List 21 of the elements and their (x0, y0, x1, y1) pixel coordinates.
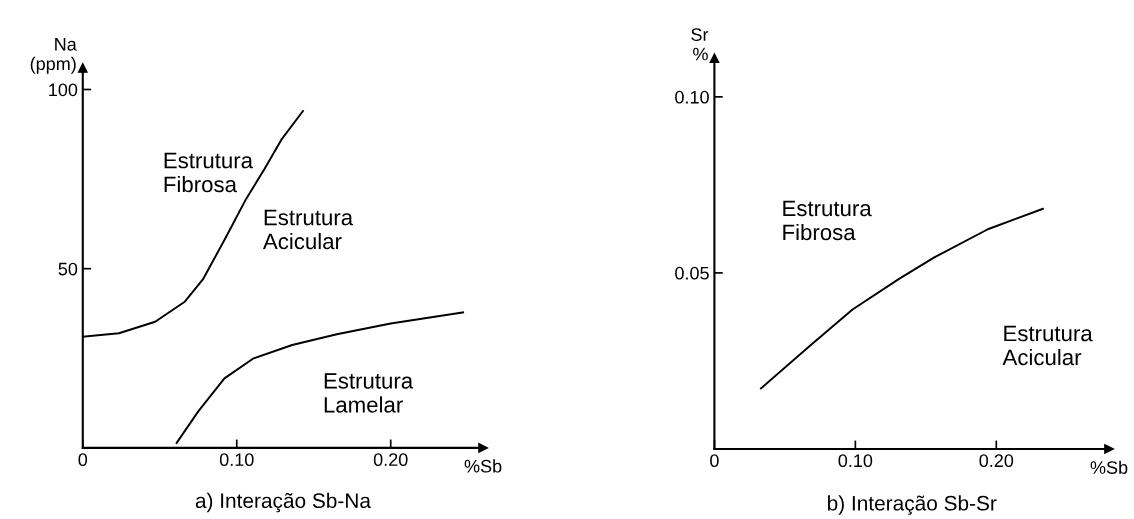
y-axis-title: Na (ppm) (30, 38, 77, 74)
text: a) Interação Sb-Na (195, 492, 371, 513)
y-tick-label: 50 (58, 262, 78, 276)
y-tick-label: 100 (49, 83, 78, 97)
annotation: Estrutura Lamelar (324, 373, 414, 413)
x-tick-label: 0.20 (979, 454, 1014, 468)
x-tick-label: 0.10 (219, 453, 254, 467)
x-tick-label: 0 (710, 454, 719, 468)
text: b) Interação Sb-Sr (827, 495, 997, 515)
line-series (175, 311, 465, 444)
annotation: Estrutura Fibrosa (783, 200, 872, 241)
x-axis-title: %Sb (1090, 460, 1128, 474)
x-tick-label: 0 (78, 453, 88, 467)
y-axis-title: Sr % (691, 28, 709, 61)
annotation: Estrutura Fibrosa (164, 152, 253, 193)
x-tick-label: 0.20 (373, 453, 408, 467)
x-tick-label: 0.10 (838, 454, 873, 468)
annotation: Estrutura Acicular (1002, 325, 1093, 366)
annotation: Estrutura Acicular (262, 209, 354, 250)
x-axis-title: %Sb (464, 459, 502, 473)
y-tick-label: 0.05 (675, 266, 709, 280)
